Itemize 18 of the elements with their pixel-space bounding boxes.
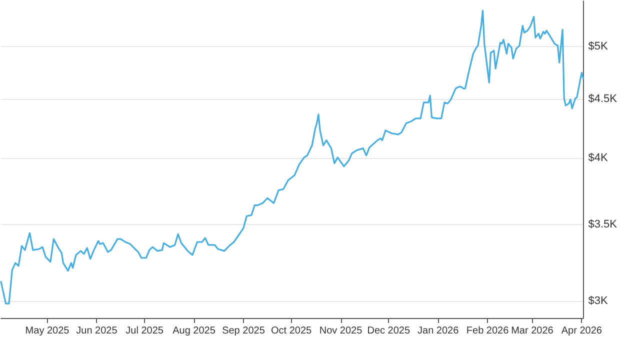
x-tick-label: May 2025	[25, 326, 70, 336]
y-tick-label: $3K	[588, 295, 608, 308]
x-tick-label: Nov 2025	[319, 326, 363, 336]
y-tick-label: $4K	[588, 152, 608, 164]
x-tick-label: Apr 2026	[561, 326, 602, 336]
x-tick-label: Feb 2026	[466, 326, 510, 336]
x-tick-label: Jan 2026	[418, 326, 460, 336]
x-tick-label: Jul 2025	[126, 326, 164, 336]
x-tick-label: Mar 2026	[511, 326, 554, 336]
y-tick-label: $3.5K	[588, 218, 618, 230]
x-tick-label: Oct 2025	[271, 326, 312, 336]
y-tick-label: $4.5K	[588, 93, 618, 106]
x-tick-label: Aug 2025	[172, 326, 216, 336]
x-tick-label: Jun 2025	[76, 326, 118, 336]
line-series	[0, 10, 584, 304]
x-tick-label: Dec 2025	[367, 326, 410, 336]
y-tick-label: $5K	[588, 40, 608, 53]
x-tick-label: Sep 2025	[222, 326, 266, 336]
